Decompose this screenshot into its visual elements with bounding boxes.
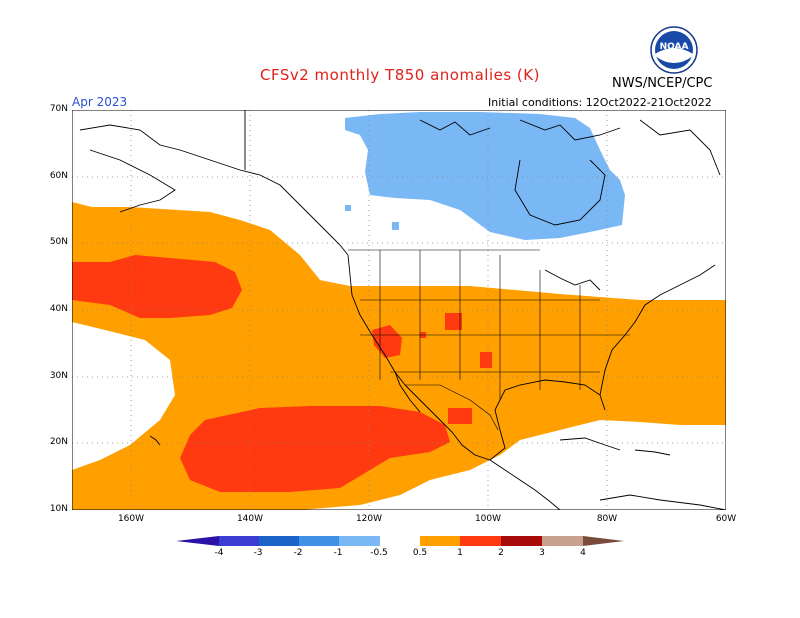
political-boundaries — [348, 249, 630, 431]
colorbar-label: 4 — [580, 548, 586, 558]
colorbar-segment — [219, 536, 259, 546]
lon-label-160w: 160W — [117, 514, 145, 524]
lon-label-100w: 100W — [474, 514, 502, 524]
lat-label-60n: 60N — [49, 171, 68, 181]
noaa-logo: NOAA — [650, 26, 698, 74]
initial-conditions: Initial conditions: 12Oct2022-21Oct2022 — [488, 96, 712, 109]
lon-label-140w: 140W — [236, 514, 264, 524]
map-title: CFSv2 monthly T850 anomalies (K) — [260, 66, 540, 84]
colorbar-segment — [380, 536, 420, 546]
forecast-month: Apr 2023 — [72, 95, 128, 109]
colorbar-segment — [299, 536, 339, 546]
colorbar-segment — [176, 536, 219, 546]
graticule — [72, 110, 726, 510]
lat-label-10n: 10N — [49, 504, 68, 514]
anomaly-negative-region — [345, 112, 625, 240]
lat-label-30n: 30N — [49, 371, 68, 381]
colorbar-segment — [460, 536, 501, 546]
colorbar-segment — [501, 536, 542, 546]
colorbar-segment — [420, 536, 460, 546]
colorbar-label: 2 — [498, 548, 504, 558]
colorbar-label: -1 — [333, 548, 343, 558]
colorbar-label: -3 — [253, 548, 263, 558]
noaa-logo-text: NOAA — [660, 42, 689, 52]
colorbar-segment — [339, 536, 380, 546]
colorbar-segment — [542, 536, 583, 546]
lon-label-60w: 60W — [715, 514, 737, 524]
lat-label-20n: 20N — [49, 437, 68, 447]
lat-label-70n: 70N — [49, 104, 68, 114]
lat-label-40n: 40N — [49, 304, 68, 314]
organization-label: NWS/NCEP/CPC — [612, 76, 713, 91]
colorbar-label: 0.5 — [412, 548, 428, 558]
lon-label-80w: 80W — [596, 514, 618, 524]
anomaly-1-2-region — [72, 255, 492, 492]
lat-label-50n: 50N — [49, 237, 68, 247]
colorbar-label: -4 — [214, 548, 224, 558]
colorbar-label: 3 — [539, 548, 545, 558]
colorbar-label: -2 — [293, 548, 303, 558]
colorbar-segment — [259, 536, 299, 546]
colorbar-label: 1 — [457, 548, 463, 558]
colorbar-label: -0.5 — [370, 548, 388, 558]
colorbar-segment — [583, 536, 624, 546]
lon-label-120w: 120W — [355, 514, 383, 524]
